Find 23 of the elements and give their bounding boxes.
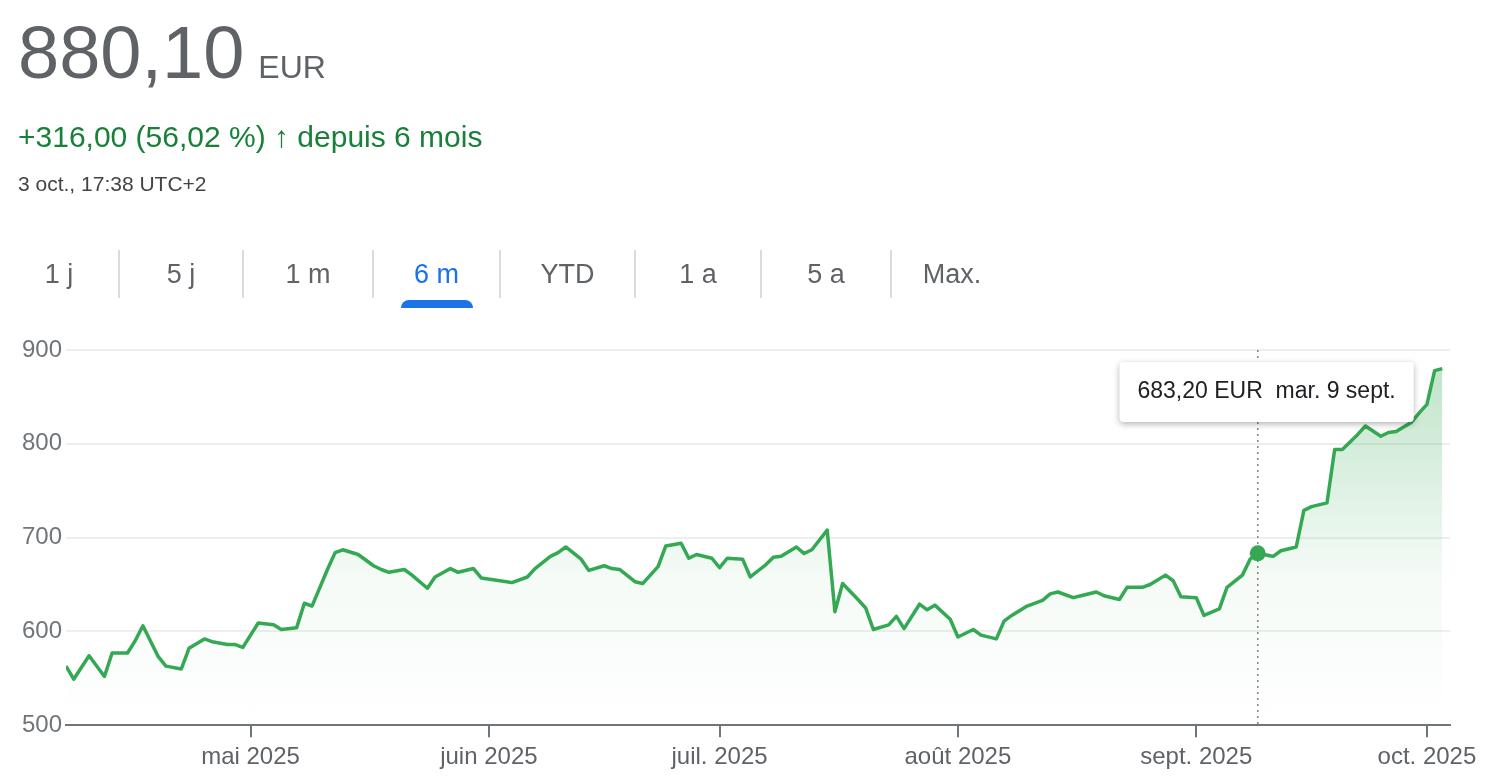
text: 5 a <box>762 250 892 298</box>
x-tick-label: oct. 2025 <box>1377 742 1477 770</box>
text: Max. <box>921 258 983 291</box>
text: 5 j <box>120 250 244 298</box>
y-tick-label: 900 <box>21 334 62 362</box>
y-tick-label: 500 <box>21 709 62 737</box>
chart-subtitle: +316,00 (56,02 %) ↑ depuis 6 mois <box>18 120 483 154</box>
x-tick-label: juin 2025 <box>439 742 538 770</box>
x-tick-label: mai 2025 <box>201 742 300 770</box>
text: 6 m <box>374 250 501 298</box>
y-tick-label: 800 <box>21 428 62 456</box>
text: 3 oct., 17:38 UTC+2 <box>18 172 208 196</box>
y-tick-label: 700 <box>21 522 62 550</box>
text: 1 a <box>636 250 762 298</box>
x-tick-label: sept. 2025 <box>1140 742 1253 770</box>
text: 1 j <box>0 250 120 298</box>
chart-title: 880,10 EUR <box>18 11 326 94</box>
y-tick-label: 600 <box>21 616 62 644</box>
x-tick-label: juil. 2025 <box>670 742 768 770</box>
text: 1 m <box>244 250 374 298</box>
annotation: 683,20 EUR mar. 9 sept. <box>1137 377 1396 404</box>
text: YTD <box>501 250 636 298</box>
x-tick-label: août 2025 <box>904 742 1012 770</box>
